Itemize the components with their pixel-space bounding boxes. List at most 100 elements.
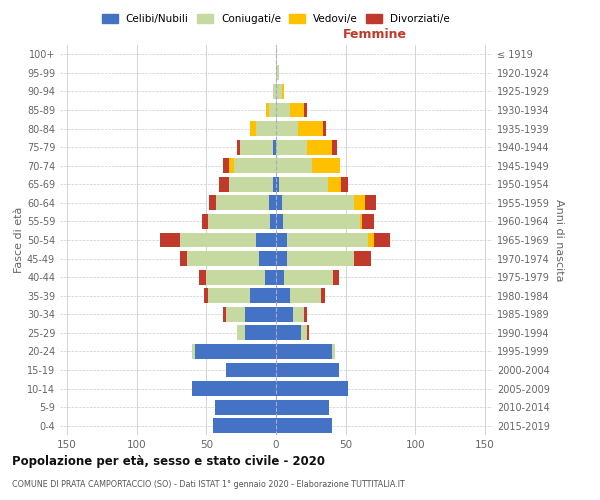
Bar <box>226 362 276 378</box>
Bar <box>276 140 307 154</box>
Bar <box>219 177 229 192</box>
Bar <box>195 344 276 359</box>
Bar <box>304 102 307 118</box>
Bar <box>276 251 287 266</box>
Bar <box>328 177 341 192</box>
Bar <box>203 288 208 303</box>
Bar <box>206 270 265 284</box>
Bar <box>180 251 187 266</box>
Bar <box>276 196 281 210</box>
Bar <box>276 381 349 396</box>
Bar <box>234 158 276 173</box>
Bar <box>298 121 323 136</box>
Bar <box>293 307 304 322</box>
Bar <box>287 232 368 248</box>
Bar <box>276 102 290 118</box>
Bar <box>209 196 216 210</box>
Bar <box>281 196 354 210</box>
Bar <box>284 270 333 284</box>
Bar <box>215 400 276 414</box>
Bar <box>276 307 293 322</box>
Bar <box>276 158 312 173</box>
Bar <box>332 344 335 359</box>
Bar <box>256 121 276 136</box>
Bar <box>287 251 354 266</box>
Bar <box>362 214 374 229</box>
Bar <box>279 177 328 192</box>
Bar <box>226 307 245 322</box>
Bar <box>276 232 287 248</box>
Bar <box>273 84 276 99</box>
Bar <box>240 140 273 154</box>
Bar <box>180 232 256 248</box>
Bar <box>256 232 276 248</box>
Bar <box>208 214 271 229</box>
Bar <box>354 251 371 266</box>
Bar <box>276 214 283 229</box>
Bar <box>208 288 250 303</box>
Bar <box>259 251 276 266</box>
Bar <box>304 307 307 322</box>
Bar <box>307 326 310 340</box>
Bar <box>265 270 276 284</box>
Bar <box>266 102 269 118</box>
Bar <box>250 121 256 136</box>
Bar <box>354 196 365 210</box>
Bar <box>199 270 206 284</box>
Bar <box>307 140 332 154</box>
Bar <box>245 307 276 322</box>
Bar <box>187 251 259 266</box>
Text: Femmine: Femmine <box>343 28 407 41</box>
Bar <box>237 140 240 154</box>
Bar <box>276 66 279 80</box>
Bar <box>271 214 276 229</box>
Legend: Celibi/Nubili, Coniugati/e, Vedovi/e, Divorziati/e: Celibi/Nubili, Coniugati/e, Vedovi/e, Di… <box>102 14 450 24</box>
Bar <box>160 232 180 248</box>
Bar <box>276 84 281 99</box>
Bar <box>333 270 339 284</box>
Bar <box>341 177 349 192</box>
Bar <box>283 214 359 229</box>
Bar <box>276 362 339 378</box>
Bar <box>193 381 276 396</box>
Bar <box>223 158 229 173</box>
Bar <box>245 326 276 340</box>
Bar <box>216 196 269 210</box>
Bar <box>365 196 376 210</box>
Bar <box>276 270 284 284</box>
Bar <box>290 288 320 303</box>
Bar <box>229 158 234 173</box>
Bar <box>250 288 276 303</box>
Bar <box>273 177 276 192</box>
Bar <box>301 326 307 340</box>
Bar <box>269 102 276 118</box>
Bar <box>276 121 298 136</box>
Bar <box>312 158 340 173</box>
Text: COMUNE DI PRATA CAMPORTACCIO (SO) - Dati ISTAT 1° gennaio 2020 - Elaborazione TU: COMUNE DI PRATA CAMPORTACCIO (SO) - Dati… <box>12 480 405 489</box>
Bar <box>237 326 245 340</box>
Bar <box>202 214 208 229</box>
Bar <box>320 288 325 303</box>
Bar <box>193 344 195 359</box>
Bar <box>223 307 226 322</box>
Bar <box>229 177 273 192</box>
Bar <box>276 288 290 303</box>
Text: Popolazione per età, sesso e stato civile - 2020: Popolazione per età, sesso e stato civil… <box>12 455 325 468</box>
Bar <box>323 121 326 136</box>
Bar <box>273 140 276 154</box>
Bar <box>290 102 304 118</box>
Bar <box>368 232 374 248</box>
Y-axis label: Fasce di età: Fasce di età <box>14 207 24 273</box>
Bar <box>359 214 362 229</box>
Bar <box>374 232 390 248</box>
Bar <box>281 84 284 99</box>
Bar <box>213 418 276 433</box>
Bar <box>332 140 337 154</box>
Bar <box>276 177 279 192</box>
Bar <box>276 344 332 359</box>
Bar <box>276 418 332 433</box>
Y-axis label: Anni di nascita: Anni di nascita <box>554 198 563 281</box>
Bar <box>276 400 329 414</box>
Bar <box>276 326 301 340</box>
Bar <box>269 196 276 210</box>
